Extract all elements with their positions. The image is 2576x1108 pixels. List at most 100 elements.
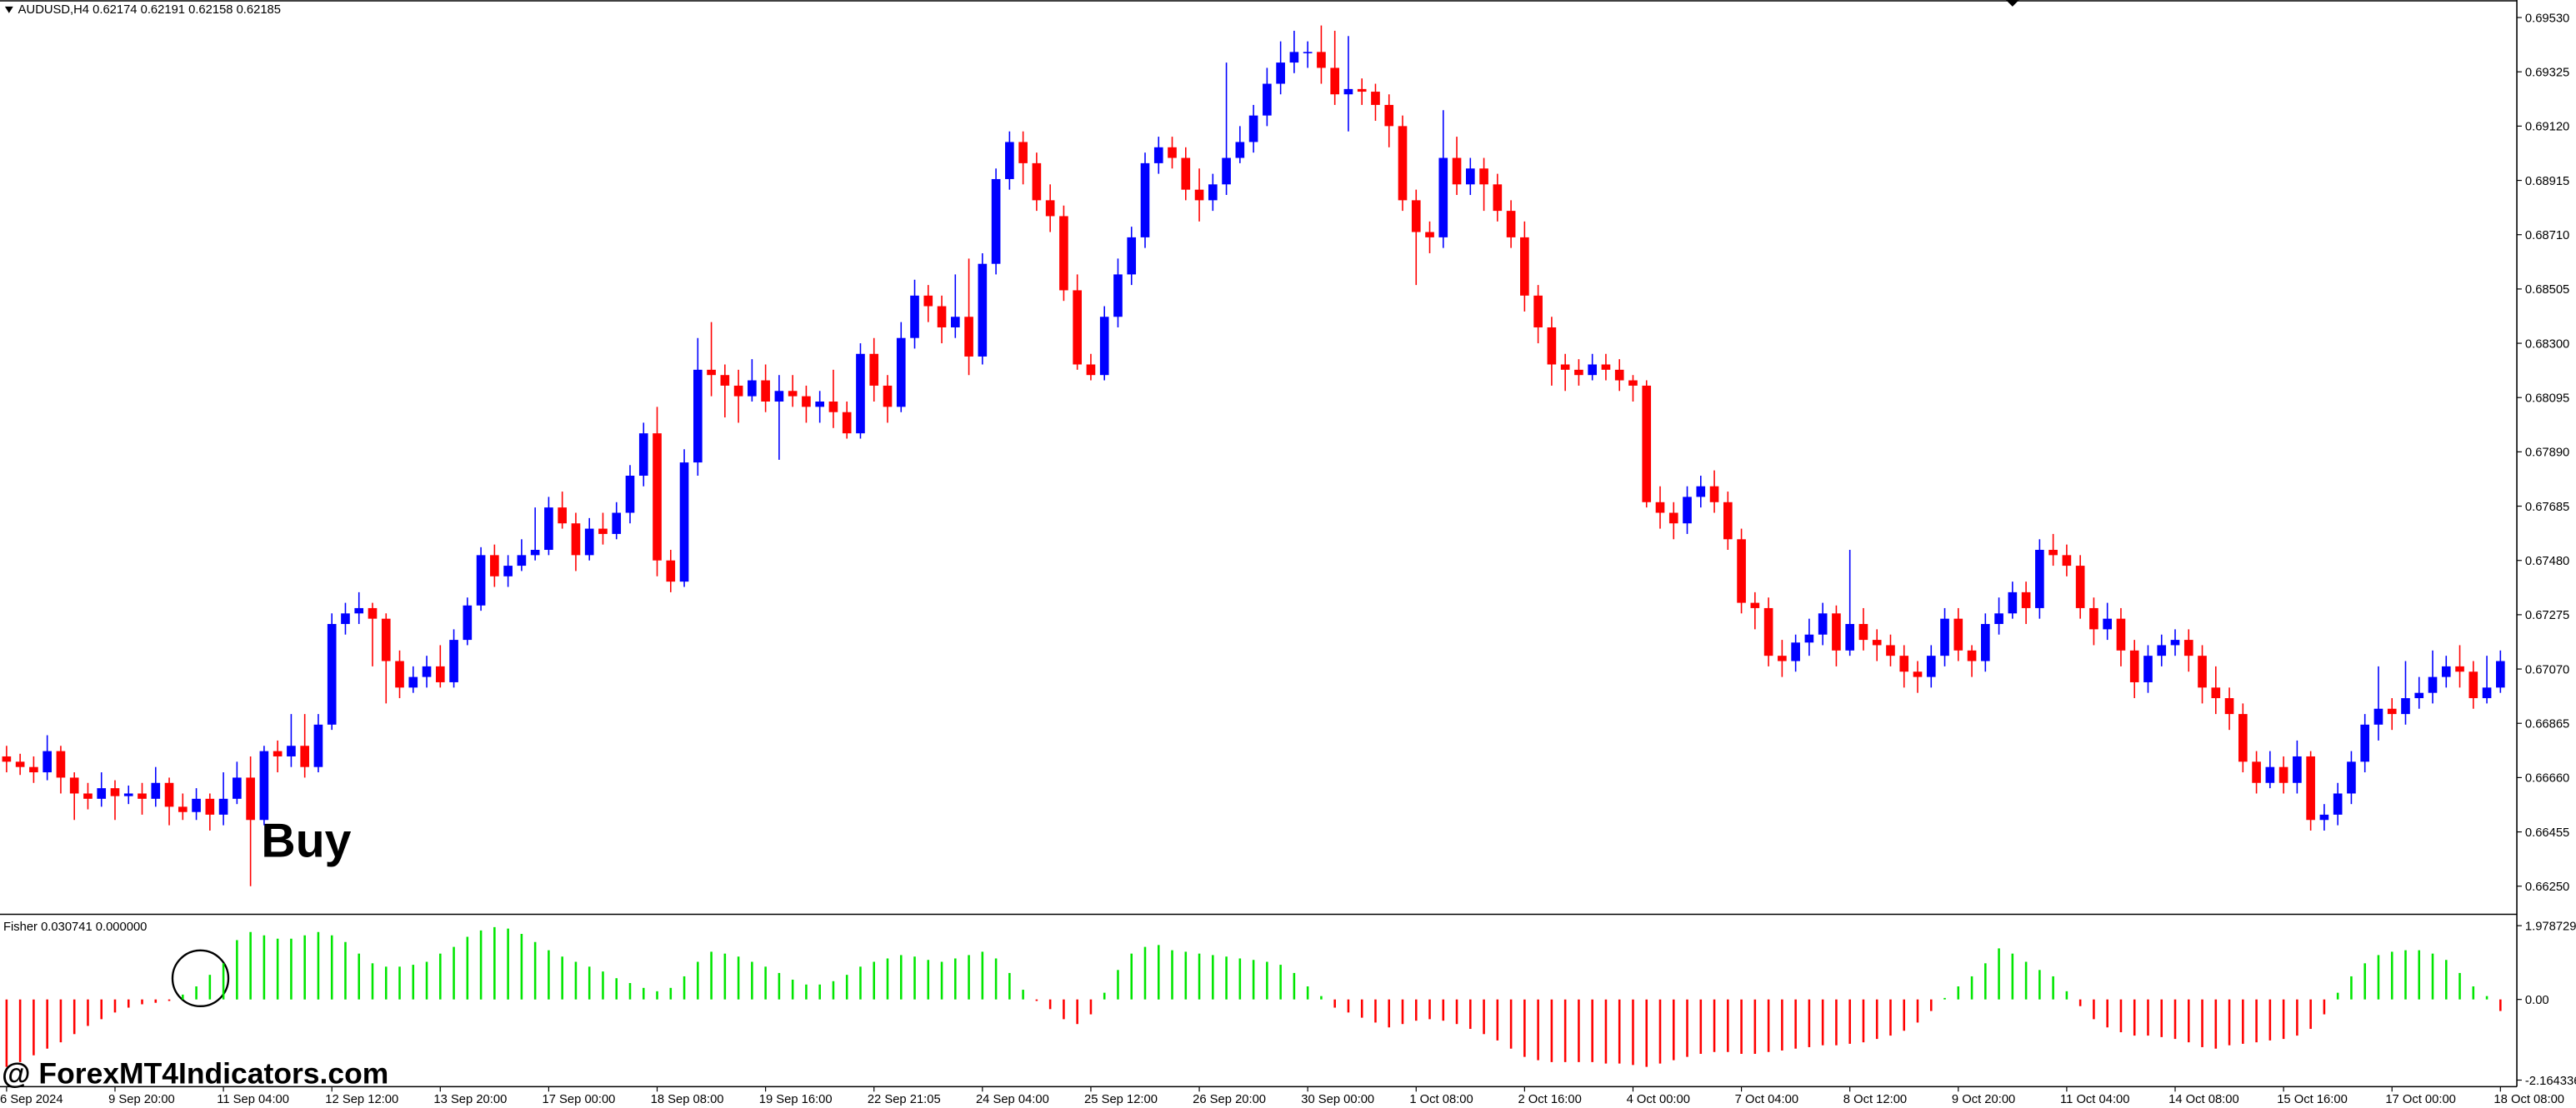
- candle-body: [1791, 642, 1800, 661]
- candle-body: [1696, 486, 1706, 497]
- candle-body: [2198, 656, 2207, 688]
- y-tick-label: 0.68915: [2525, 175, 2569, 188]
- y-tick-label: 0.67070: [2525, 663, 2569, 676]
- candle-body: [29, 766, 38, 773]
- candle-body: [151, 782, 161, 799]
- candle-body: [1940, 618, 1949, 656]
- candle-body: [2306, 756, 2315, 821]
- candle-body: [1994, 613, 2003, 625]
- candle-body: [463, 605, 473, 641]
- candle-body: [1628, 380, 1638, 386]
- candle-body: [1709, 486, 1719, 502]
- candle-body: [1073, 290, 1083, 365]
- candle-body: [97, 788, 107, 799]
- candle-body: [802, 396, 811, 407]
- x-tick-label: 4 Oct 00:00: [1627, 1093, 1690, 1106]
- candle-body: [1683, 497, 1692, 524]
- candle-body: [2170, 640, 2180, 646]
- x-tick-label: 17 Sep 00:00: [543, 1093, 616, 1106]
- candle-body: [246, 777, 255, 821]
- candle-body: [2089, 607, 2098, 630]
- y-tick-label: 0.66455: [2525, 826, 2569, 840]
- candle-body: [1723, 502, 1733, 540]
- candle-body: [368, 607, 378, 619]
- candle-body: [693, 369, 703, 463]
- y-tick-label: 0.68710: [2525, 229, 2569, 242]
- candle-body: [774, 391, 784, 402]
- candle-body: [2265, 766, 2275, 783]
- y-tick-label: 0.68095: [2525, 392, 2569, 406]
- candle-body: [1642, 385, 1652, 502]
- y-tick-label: 0.69120: [2525, 121, 2569, 134]
- indicator-title: Fisher 0.030741 0.000000: [3, 921, 147, 934]
- x-tick-label: 14 Oct 08:00: [2168, 1093, 2239, 1106]
- watermark: @ ForexMT4Indicators.com: [2, 1056, 388, 1090]
- candle-body: [571, 523, 581, 556]
- candle-body: [1276, 62, 1285, 84]
- candle-body: [1533, 295, 1543, 327]
- x-tick-label: 7 Oct 04:00: [1735, 1093, 1798, 1106]
- candle-body: [653, 433, 662, 561]
- candle-body: [1438, 157, 1448, 237]
- candle-body: [1465, 168, 1475, 185]
- candle-body: [1411, 200, 1421, 232]
- candle-body: [883, 385, 893, 407]
- menu-triangle[interactable]: [4, 6, 13, 13]
- y-tick-label: 0.68505: [2525, 283, 2569, 297]
- y-tick-label: 1.978729: [2525, 920, 2576, 933]
- candle-body: [1398, 126, 1408, 201]
- candle-body: [733, 385, 743, 397]
- candle-body: [1086, 364, 1096, 376]
- candle-body: [2103, 618, 2113, 630]
- x-tick-label: 18 Sep 08:00: [651, 1093, 724, 1106]
- x-tick-label: 24 Sep 04:00: [976, 1093, 1049, 1106]
- candle-body: [1127, 237, 1137, 275]
- x-tick-label: 25 Sep 12:00: [1084, 1093, 1158, 1106]
- candle-body: [1588, 364, 1598, 376]
- candle-body: [1181, 157, 1191, 190]
- candle-body: [1113, 274, 1123, 317]
- candle-body: [2, 756, 12, 762]
- candle-body: [1750, 602, 1760, 608]
- candle-body: [69, 777, 79, 794]
- candle-body: [1194, 189, 1204, 201]
- candle-body: [408, 676, 418, 688]
- candle-body: [856, 353, 865, 434]
- candle-body: [937, 306, 947, 327]
- candle-body: [56, 751, 66, 778]
- candle-body: [625, 476, 635, 513]
- candle-body: [1547, 327, 1557, 365]
- candle-body: [123, 793, 133, 796]
- candle-body: [2035, 550, 2044, 608]
- x-tick-label: 18 Oct 08:00: [2493, 1093, 2564, 1106]
- candle-body: [2360, 724, 2370, 762]
- candle-body: [2319, 814, 2329, 821]
- candle-body: [2373, 708, 2383, 725]
- candle-body: [1872, 640, 1882, 646]
- candle-body: [1452, 157, 1462, 185]
- candle-body: [1778, 656, 1787, 661]
- candle-body: [1763, 607, 1773, 656]
- highlight-circle: [171, 949, 230, 1008]
- candle-body: [1818, 613, 1828, 635]
- candle-body: [1858, 624, 1868, 641]
- candle-body: [1913, 671, 1923, 677]
- candle-body: [327, 624, 337, 725]
- candle-body: [720, 375, 730, 386]
- candle-body: [313, 724, 323, 767]
- y-tick-label: 0.69325: [2525, 67, 2569, 80]
- candle-body: [381, 618, 391, 661]
- shift-marker: [2005, 0, 2019, 7]
- candle-body: [1303, 52, 1313, 53]
- candle-body: [1357, 88, 1367, 92]
- candle-body: [2224, 698, 2234, 715]
- candle-body: [1832, 613, 1841, 651]
- candle-body: [2293, 756, 2302, 783]
- candle-body: [422, 666, 432, 677]
- y-tick-label: -2.164336: [2525, 1075, 2576, 1088]
- candle-body: [110, 788, 120, 796]
- candle-body: [666, 560, 676, 582]
- candle-body: [490, 555, 499, 576]
- candle-body: [2347, 761, 2356, 794]
